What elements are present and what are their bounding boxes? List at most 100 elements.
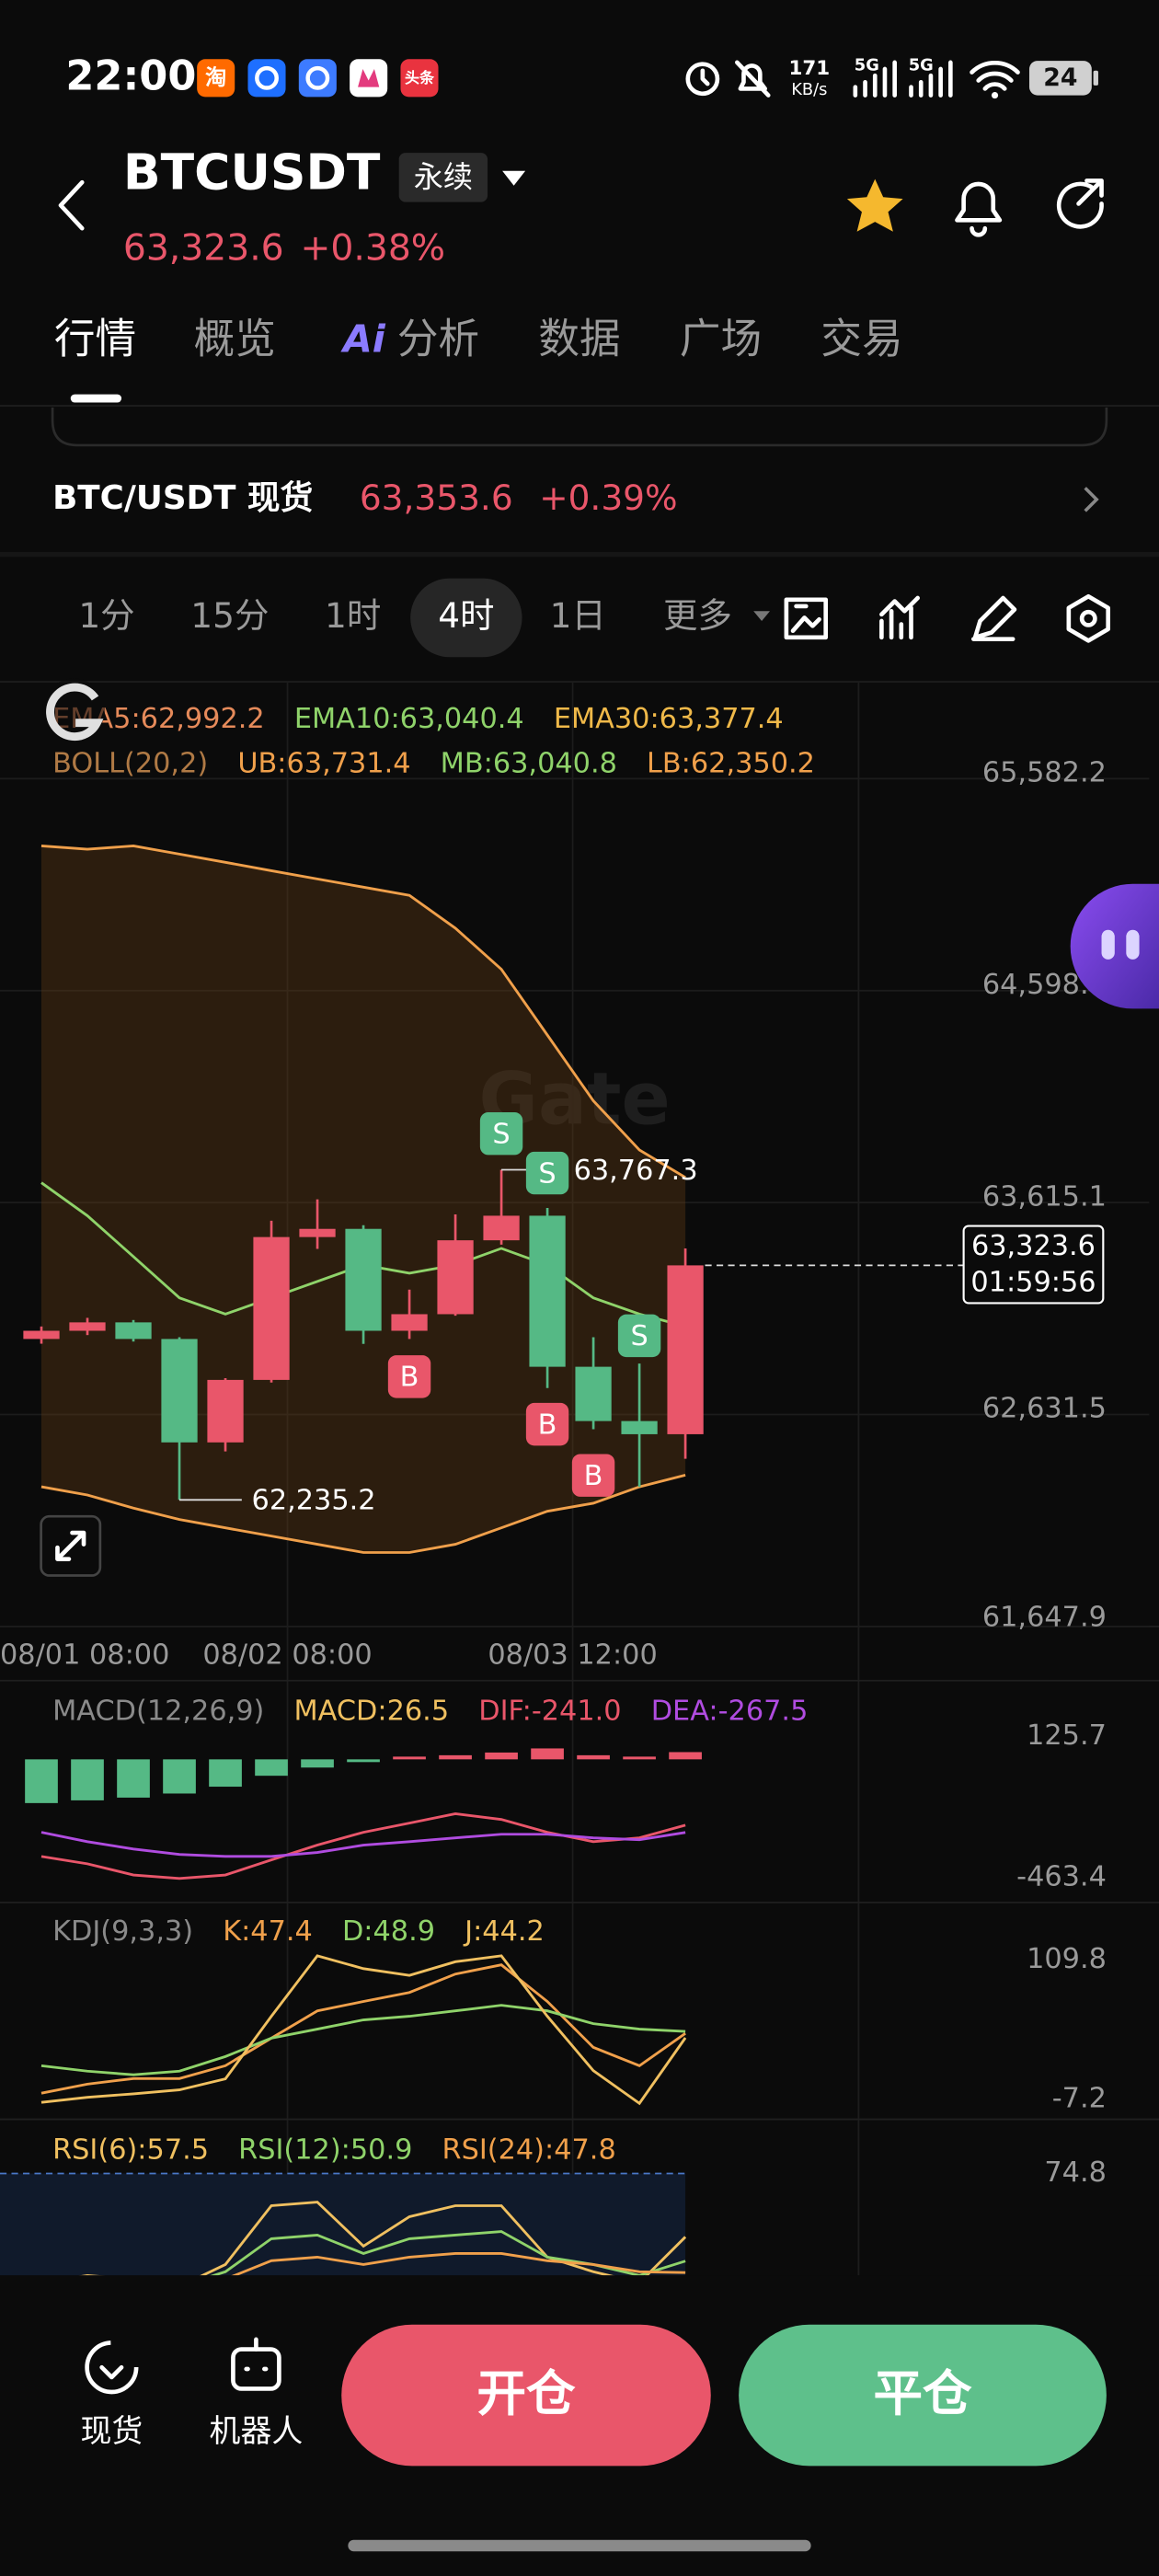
dropdown-arrow[interactable]	[502, 170, 526, 186]
settings-icon[interactable]	[1079, 609, 1097, 627]
trade-marker	[525, 1151, 569, 1195]
settings-icon[interactable]	[1066, 593, 1110, 643]
tab-indicator	[70, 394, 122, 403]
legend-item[interactable]: BOLL(20,2)	[52, 747, 208, 779]
legend-item[interactable]: J:44.2	[463, 1915, 545, 1947]
robot-button[interactable]: 机器人	[210, 2413, 304, 2449]
candle-body	[345, 1228, 382, 1331]
macd-bar	[71, 1759, 104, 1800]
spot-button[interactable]: 现货	[80, 2413, 143, 2449]
legend-item[interactable]: RSI(12):50.9	[238, 2133, 412, 2166]
candle-body	[161, 1339, 198, 1443]
timeframe[interactable]: 15分	[190, 595, 269, 636]
macd-bar	[393, 1756, 426, 1760]
expand-icon	[55, 1530, 86, 1561]
tab[interactable]: 广场	[680, 315, 762, 362]
divider	[0, 552, 1159, 558]
draw-icon[interactable]	[971, 595, 1017, 641]
indicator-line	[231, 2252, 686, 2276]
trade-marker	[617, 1314, 661, 1358]
spot-icon[interactable]	[85, 2340, 139, 2395]
back-button[interactable]	[58, 179, 85, 231]
legend-item[interactable]: MACD:26.5	[294, 1695, 450, 1727]
legend-item[interactable]: EMA10:63,040.4	[294, 703, 524, 735]
app-icon-glyph	[255, 65, 279, 90]
chevron	[1084, 487, 1099, 512]
share-button[interactable]	[1056, 178, 1104, 229]
legend-item[interactable]: RSI(6):57.5	[52, 2133, 209, 2166]
macd-bar	[163, 1759, 196, 1794]
legend-item[interactable]: MB:63,040.8	[441, 747, 617, 779]
gate-logo[interactable]	[46, 683, 104, 742]
expand-button[interactable]	[40, 1514, 102, 1577]
legend-item[interactable]: EMA30:63,377.4	[554, 703, 784, 735]
legend-item[interactable]: RSI(24):47.8	[442, 2133, 616, 2166]
macd-bar	[669, 1752, 702, 1760]
close-label: 平仓	[873, 2364, 972, 2422]
timeframe[interactable]: 4时	[438, 595, 494, 636]
status-bar: 22:00 淘 头条 171 KB/s 5G 5G 24	[65, 52, 1098, 100]
legend-item[interactable]: D:48.9	[342, 1915, 435, 1947]
favorite-star[interactable]	[846, 178, 903, 232]
macd-bar	[301, 1759, 334, 1768]
annotation-label: 63,767.3	[574, 1155, 698, 1187]
spot-price-line: 63,353.6 +0.39%	[360, 477, 678, 517]
tab[interactable]: 概览	[194, 315, 276, 362]
trade-marker	[387, 1355, 431, 1398]
tab[interactable]: 交易	[820, 315, 902, 362]
alert-bell[interactable]	[955, 181, 1003, 237]
signal-type: 5G	[855, 55, 879, 75]
indicator-icon[interactable]	[879, 595, 920, 640]
timeframe[interactable]: 1时	[325, 595, 381, 636]
macd-bar	[485, 1752, 518, 1760]
spot-icon	[99, 2364, 124, 2380]
legend-item[interactable]: KDJ(9,3,3)	[52, 1915, 193, 1947]
tab[interactable]: 行情	[54, 315, 136, 362]
open-label: 开仓	[476, 2364, 576, 2422]
timeframe-bar: 1分 15分 1时 4时 1日 更多	[0, 578, 1159, 683]
wifi-icon	[970, 61, 1020, 91]
contract-type: 永续	[414, 160, 473, 195]
contract-tag[interactable]	[398, 153, 488, 202]
macd-bar	[531, 1748, 564, 1760]
close-button[interactable]	[739, 2324, 1107, 2467]
timeframe[interactable]: 更多	[663, 595, 732, 636]
legend-item[interactable]: K:47.4	[223, 1915, 313, 1947]
macd-bar	[623, 1756, 656, 1760]
y-tick-label: -7.2	[1052, 2083, 1107, 2115]
legend-item[interactable]: DEA:-267.5	[651, 1695, 809, 1727]
x-tick-label: 08/01 08:00	[0, 1639, 169, 1671]
open-button[interactable]	[341, 2324, 711, 2467]
legend: RSI(6):57.5 RSI(12):50.9 RSI(24):47.8	[52, 2133, 616, 2166]
legend-item[interactable]: LB:62,350.2	[647, 747, 815, 779]
candle-body	[667, 1265, 704, 1434]
timeframe[interactable]: 1日	[550, 595, 606, 636]
more-arrow	[753, 611, 771, 621]
y-tick-label: 62,631.5	[982, 1393, 1107, 1425]
assistant-bubble[interactable]	[1070, 883, 1159, 1009]
spot-change: +0.39%	[539, 477, 677, 517]
alarm-icon	[685, 62, 720, 97]
legend: EMA5:62,992.2 EMA10:63,040.4 EMA30:63,377.…	[52, 703, 784, 735]
legend-item[interactable]: DIF:-241.0	[478, 1695, 621, 1727]
timeframe[interactable]: 1分	[78, 595, 134, 636]
rsi-zone	[0, 2173, 686, 2276]
app-icon	[197, 59, 235, 98]
network-speed: 171	[789, 57, 831, 80]
tab[interactable]: 分析	[397, 315, 479, 362]
candle-body	[529, 1215, 566, 1367]
assistant-eye	[1101, 929, 1115, 960]
last-price-box	[962, 1225, 1105, 1305]
app-icon	[400, 59, 439, 98]
macd-bar	[209, 1759, 242, 1788]
layout-icon[interactable]	[784, 597, 829, 640]
trade-marker-label: B	[400, 1362, 419, 1394]
spot-row[interactable]: BTC/USDT 现货 63,353.6 +0.39%	[0, 477, 1159, 558]
app-icon	[247, 59, 286, 98]
candle-body	[115, 1322, 152, 1340]
app-badge: 淘	[205, 65, 226, 90]
legend-item[interactable]: UB:63,731.4	[237, 747, 410, 779]
tab[interactable]: 数据	[538, 315, 620, 362]
legend-item[interactable]: MACD(12,26,9)	[52, 1695, 264, 1727]
indicator-line	[40, 1831, 686, 1858]
